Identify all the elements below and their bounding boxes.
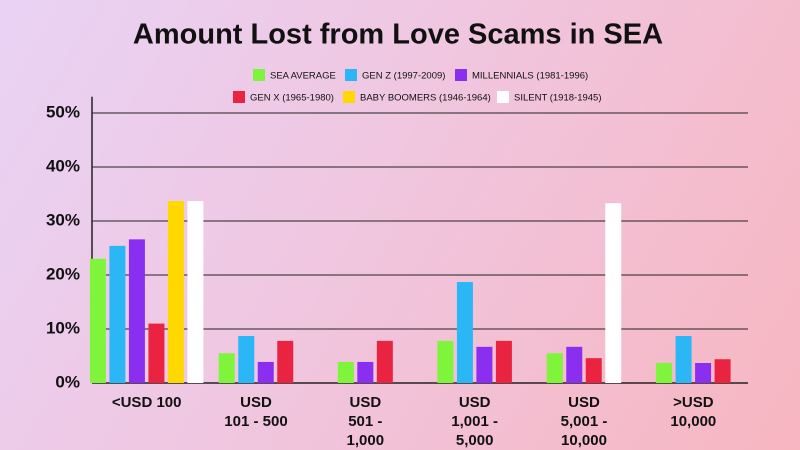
bar bbox=[695, 363, 712, 383]
bar bbox=[376, 340, 393, 383]
chart-title: Amount Lost from Love Scams in SEA bbox=[133, 19, 663, 51]
y-tick-label: 40% bbox=[46, 156, 80, 175]
legend-label: GEN Z (1997-2009) bbox=[362, 71, 445, 82]
y-tick-label: 10% bbox=[46, 318, 80, 337]
bar bbox=[218, 353, 235, 383]
bar bbox=[238, 336, 255, 383]
bar bbox=[476, 346, 493, 383]
x-tick-label: >USD 10,000 bbox=[670, 394, 717, 430]
x-tick-label: USD 1,001 - 5,000 bbox=[451, 394, 498, 449]
legend-label: BABY BOOMERS (1946-1964) bbox=[360, 93, 491, 104]
bar bbox=[148, 323, 165, 383]
bar bbox=[357, 361, 374, 383]
bar bbox=[656, 363, 673, 383]
y-tick-label: 0% bbox=[55, 372, 80, 391]
y-tick-label: 20% bbox=[46, 264, 80, 283]
bar bbox=[456, 282, 473, 383]
legend-label: SEA AVERAGE bbox=[270, 71, 336, 82]
bar bbox=[187, 201, 204, 383]
bar bbox=[437, 340, 454, 383]
bar bbox=[714, 359, 731, 383]
legend-swatch bbox=[497, 91, 509, 103]
bar bbox=[605, 203, 622, 383]
bar bbox=[89, 258, 106, 383]
x-tick-label: USD 101 - 500 bbox=[224, 394, 288, 430]
bar bbox=[167, 201, 184, 383]
legend-swatch bbox=[345, 69, 357, 81]
bar bbox=[337, 361, 354, 383]
legend-label: GEN X (1965-1980) bbox=[250, 93, 334, 104]
bar bbox=[257, 361, 274, 383]
bar bbox=[546, 353, 563, 383]
bar bbox=[675, 336, 692, 383]
x-tick-label: USD 5,001 - 10,000 bbox=[560, 394, 608, 449]
legend-label: SILENT (1918-1945) bbox=[514, 93, 602, 104]
legend-label: MILLENNIALS (1981-1996) bbox=[472, 71, 588, 82]
legend-swatch bbox=[343, 91, 355, 103]
bar bbox=[277, 340, 294, 383]
legend-swatch bbox=[455, 69, 467, 81]
bar bbox=[109, 245, 126, 383]
y-tick-label: 30% bbox=[46, 210, 80, 229]
bar bbox=[585, 358, 602, 383]
bar bbox=[566, 346, 583, 383]
x-tick-label: USD 501 - 1,000 bbox=[346, 394, 385, 449]
bar bbox=[495, 340, 512, 383]
bar bbox=[128, 239, 145, 383]
legend-swatch bbox=[253, 69, 265, 81]
legend-swatch bbox=[233, 91, 245, 103]
x-tick-label: <USD 100 bbox=[111, 394, 182, 411]
y-tick-label: 50% bbox=[46, 102, 80, 121]
